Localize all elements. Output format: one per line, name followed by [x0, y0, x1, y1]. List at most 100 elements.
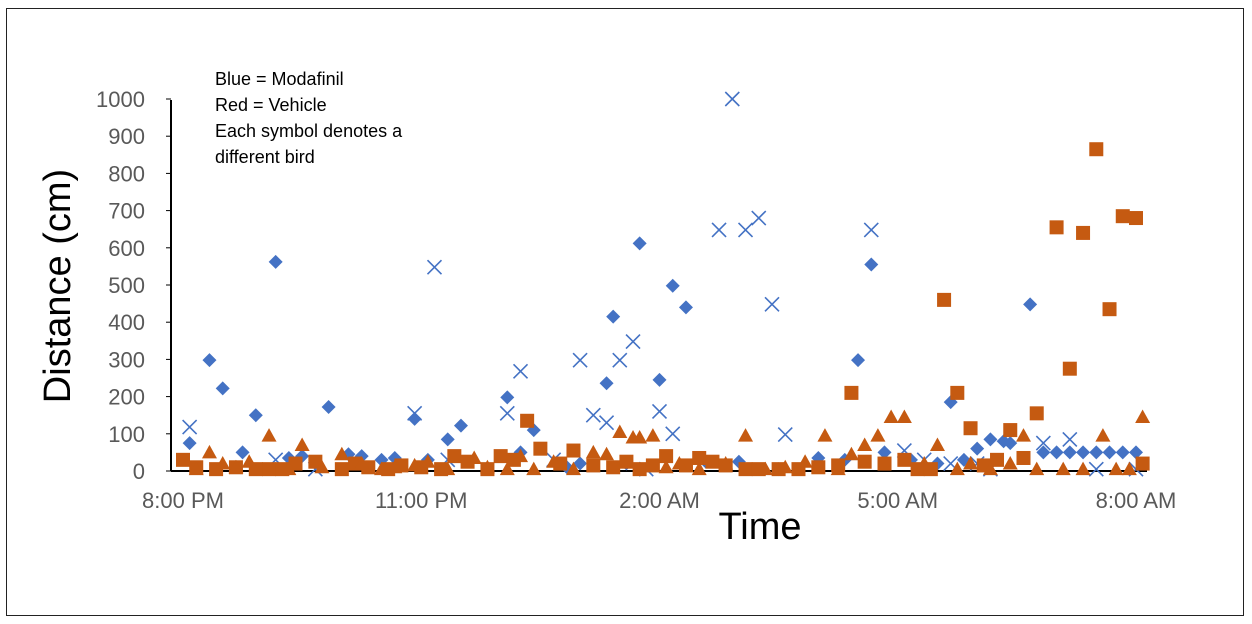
vehicle-triangle-point: [777, 459, 793, 474]
vehicle-triangle-point: [797, 454, 813, 468]
vehicle-square-point: [533, 441, 548, 456]
modafinil-x-point: [724, 91, 740, 107]
vehicle-square-point: [586, 458, 601, 473]
y-tick-labels: 0 100 200 300 400 500 600 700 800 900 1000: [96, 87, 145, 484]
vehicle-triangle-point: [963, 456, 979, 470]
vehicle-triangle-point: [671, 456, 687, 470]
modafinil-x-point: [651, 403, 668, 420]
modafinil-diamond-point: [970, 441, 985, 456]
annotation-line: Blue = Modafinil: [215, 69, 344, 89]
annotation-line: different bird: [215, 147, 315, 167]
vehicle-triangle-point: [691, 461, 707, 476]
vehicle-square-point: [738, 462, 753, 477]
vehicle-triangle-point: [585, 444, 601, 459]
vehicle-triangle-point: [1108, 461, 1124, 476]
vehicle-triangle-point: [281, 461, 297, 476]
modafinil-diamond-point: [202, 353, 217, 368]
vehicle-triangle-point: [916, 456, 932, 470]
vehicle-triangle-point: [718, 456, 734, 470]
vehicle-triangle-point: [526, 461, 542, 476]
modafinil-x-point: [665, 426, 681, 442]
vehicle-square-point: [1076, 225, 1091, 240]
modafinil-diamond-point: [652, 372, 667, 387]
vehicle-triangle-point: [294, 437, 310, 451]
vehicle-square-point: [520, 413, 535, 428]
vehicle-triangle-point: [632, 430, 648, 444]
vehicle-triangle-point: [334, 446, 350, 461]
vehicle-square-point: [606, 460, 621, 475]
y-tick-label: 400: [108, 310, 145, 335]
vehicle-triangle-point: [1121, 461, 1137, 476]
vehicle-triangle-point: [738, 428, 754, 442]
y-tick-label: 600: [108, 236, 145, 261]
modafinil-x-point: [612, 352, 628, 368]
modafinil-diamond-point: [606, 309, 621, 324]
modafinil-x-point: [598, 415, 615, 431]
modafinil-x-point: [407, 405, 423, 421]
vehicle-square-point: [990, 452, 1005, 467]
vehicle-triangle-point: [546, 454, 562, 468]
modafinil-diamond-point: [1089, 445, 1104, 460]
modafinil-diamond-point: [321, 400, 336, 415]
y-axis: [166, 98, 172, 472]
vehicle-square-point: [447, 449, 462, 464]
modafinil-diamond-point: [1003, 436, 1018, 451]
vehicle-triangle-point: [843, 446, 859, 461]
vehicle-square-point: [811, 460, 826, 475]
vehicle-triangle-point: [314, 459, 330, 474]
vehicle-triangle-point: [188, 461, 204, 476]
modafinil-diamond-point: [599, 376, 614, 391]
vehicle-square-point: [692, 450, 707, 465]
modafinil-x-point: [512, 363, 529, 379]
modafinil-diamond-point: [665, 278, 680, 293]
y-axis-label: Distance (cm): [37, 169, 79, 403]
x-tick-labels: 8:00 PM 11:00 PM 2:00 AM 5:00 AM 8:00 AM: [142, 488, 1176, 513]
vehicle-square-point: [659, 449, 674, 464]
vehicle-triangle-point: [1029, 461, 1045, 476]
vehicle-triangle-point: [215, 456, 231, 470]
annotation: Blue = Modafinil Red = Vehicle Each symb…: [215, 69, 403, 167]
vehicle-triangle-point: [658, 459, 674, 474]
data-markers: [176, 91, 1151, 477]
y-tick-label: 800: [108, 161, 145, 186]
modafinil-x-point: [737, 222, 754, 238]
vehicle-square-point: [705, 454, 720, 469]
vehicle-square-point: [645, 458, 660, 473]
vehicle-square-point: [308, 454, 323, 469]
vehicle-triangle-point: [261, 428, 277, 442]
modafinil-x-point: [1088, 461, 1104, 477]
vehicle-triangle-point: [354, 456, 370, 470]
modafinil-diamond-point: [573, 456, 588, 471]
vehicle-triangle-point: [1075, 461, 1091, 476]
modafinil-diamond-point: [1023, 297, 1038, 312]
annotation-line: Red = Vehicle: [215, 95, 327, 115]
modafinil-diamond-point: [440, 432, 455, 447]
y-tick-label: 500: [108, 273, 145, 298]
vehicle-square-point: [566, 443, 581, 458]
vehicle-square-point: [1016, 450, 1031, 465]
vehicle-square-point: [963, 421, 978, 436]
modafinil-x-point: [585, 407, 601, 423]
vehicle-square-point: [1029, 406, 1044, 421]
modafinil-x-point: [182, 419, 198, 435]
modafinil-x-point: [863, 222, 879, 238]
vehicle-triangle-point: [612, 424, 628, 438]
vehicle-triangle-point: [407, 457, 423, 472]
y-tick-label: 200: [108, 385, 145, 410]
modafinil-diamond-point: [1102, 445, 1117, 460]
modafinil-diamond-point: [407, 411, 422, 426]
vehicle-triangle-point: [896, 409, 912, 424]
vehicle-square-point: [334, 462, 349, 477]
vehicle-triangle-point: [1095, 428, 1111, 442]
vehicle-triangle-point: [201, 444, 217, 459]
vehicle-triangle-point: [949, 461, 965, 476]
vehicle-triangle-point: [1002, 456, 1018, 470]
vehicle-triangle-point: [870, 428, 886, 442]
vehicle-triangle-point: [420, 454, 436, 468]
vehicle-triangle-point: [499, 461, 515, 476]
modafinil-diamond-point: [864, 257, 879, 272]
modafinil-x-point: [751, 210, 767, 226]
vehicle-square-point: [897, 452, 912, 467]
vehicle-triangle-point: [599, 446, 615, 461]
vehicle-square-point: [1135, 456, 1150, 471]
